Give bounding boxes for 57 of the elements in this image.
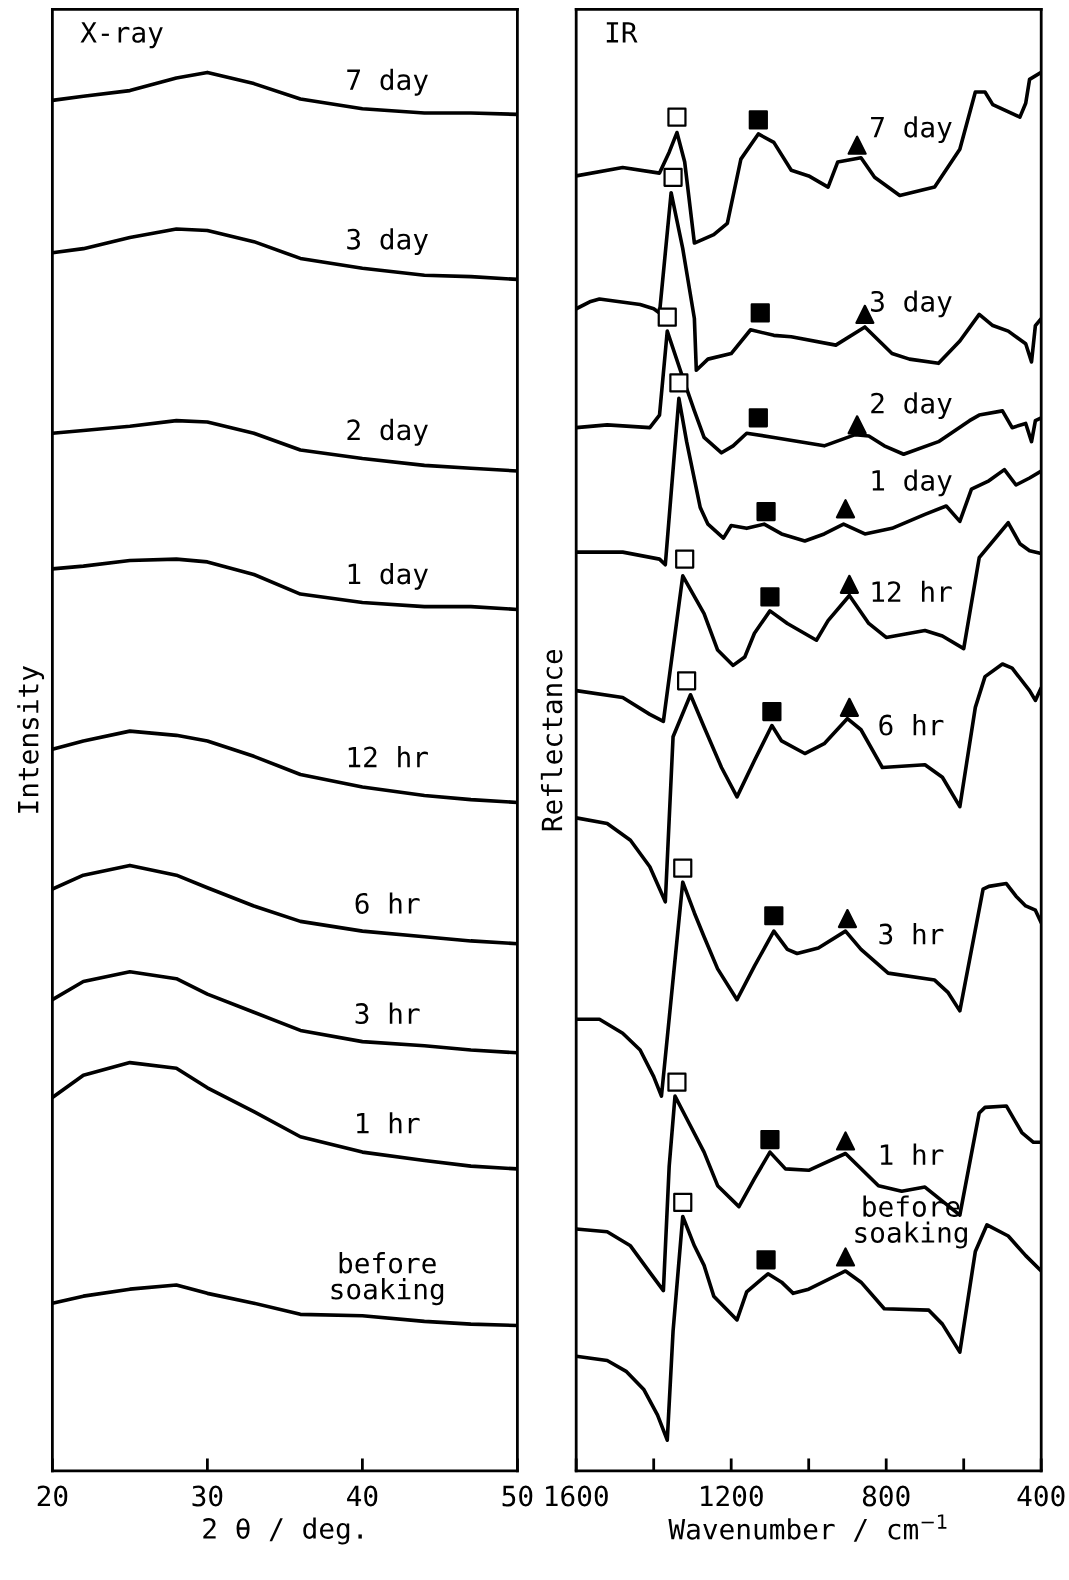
point [839,574,859,594]
point [847,415,867,435]
series-label: before soaking [331,1252,444,1306]
series-label: 3 day [347,228,428,256]
point [847,135,867,155]
point [657,307,677,327]
point [663,167,683,187]
series-label: 1 day [348,562,428,590]
series-label: 12 hr [872,580,952,602]
point [748,110,768,130]
series-label: 7 day [871,116,952,144]
point [762,701,782,722]
x-axis-title: 2 θ / deg. [203,1517,362,1545]
x-axis-title: Wavenumber / cm$^{−1}$ [668,1514,947,1542]
x-tick-label: 20 [37,1485,68,1507]
point [677,671,697,691]
point [839,697,859,717]
point [756,1250,776,1270]
point [835,499,856,519]
point [748,408,768,428]
point [837,908,858,929]
series-label: 2 day [871,392,952,420]
x-tick-label: 1200 [701,1485,763,1507]
series-label: 3 day [871,290,952,318]
chart-title: X-ray [80,22,163,49]
point [835,1131,856,1151]
series-label: 7 day [347,68,428,96]
point [835,1247,856,1267]
chart-title: IR [606,22,638,43]
point [669,373,689,393]
x-tick-label: 400 [1017,1485,1065,1507]
x-tick-label: 800 [862,1485,910,1507]
series-label: 1 day [872,469,952,497]
series-label: 12 hr [348,746,428,768]
series-label: 2 day [347,418,428,446]
point [760,587,780,607]
series-label: 3 hr [879,923,944,945]
x-tick-label: 40 [347,1485,378,1507]
series-label: 3 hr [355,1002,420,1025]
point [756,501,776,522]
series-label: 1 hr [880,1143,944,1165]
series-label: 6 hr [355,892,420,914]
point [675,549,695,569]
series-label: 1 hr [357,1112,420,1134]
point [760,1129,780,1150]
point [667,1072,687,1092]
y-axis-title: Reflectance [540,649,563,831]
x-tick-label: 50 [502,1485,533,1507]
x-tick-label: 1600 [546,1485,608,1507]
point [667,107,687,127]
series-label: 6 hr [879,714,944,736]
point [750,303,770,323]
point [673,1192,693,1213]
x-tick-label: 30 [192,1485,223,1507]
y-axis-title: Intensity [17,666,45,813]
point [673,858,693,878]
point [764,906,784,926]
